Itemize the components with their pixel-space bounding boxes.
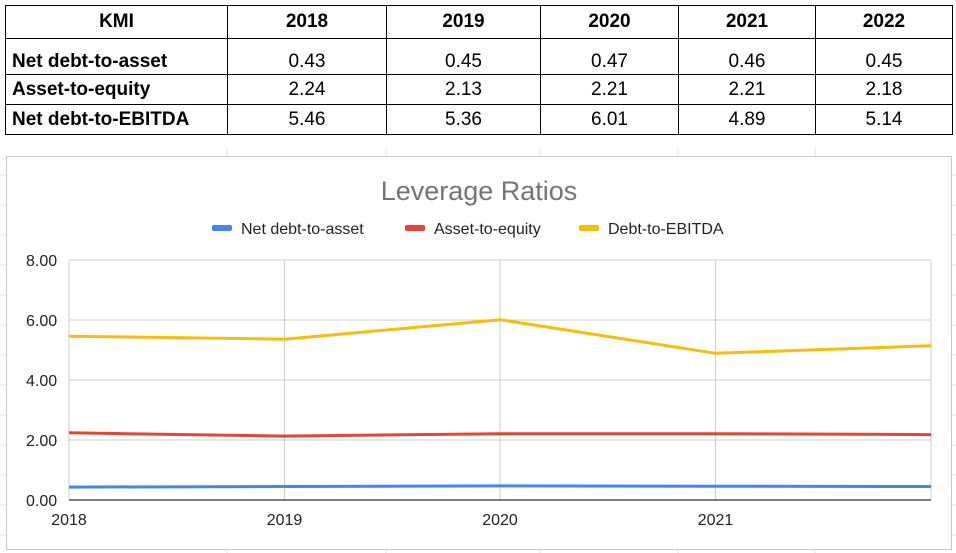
legend-label[interactable]: Net debt-to-asset	[241, 221, 364, 238]
header-cell-2022[interactable]: 2022	[815, 5, 953, 39]
leverage-chart-svg: Leverage Ratios Net debt-to-asset Asset-t…	[26, 176, 932, 529]
leverage-chart[interactable]: Leverage Ratios Net debt-to-asset Asset-t…	[6, 156, 952, 550]
row-label-net-debt-to-ebitda[interactable]: Net debt-to-EBITDA	[5, 104, 228, 135]
kmi-ratio-table: KMI 2018 2019 2020 2021 2022 Net debt-to…	[5, 5, 953, 135]
y-tick-label: 8.00	[26, 253, 57, 270]
table-cell[interactable]: 5.46	[227, 104, 387, 135]
table-cell[interactable]: 0.47	[540, 38, 679, 75]
chart-gridlines	[68, 259, 932, 501]
header-cell-2019[interactable]: 2019	[386, 5, 541, 39]
series-line-debt-to-ebitda[interactable]	[68, 318, 932, 355]
table-cell[interactable]: 0.45	[815, 38, 953, 75]
legend-swatch	[579, 225, 599, 231]
header-cell-kmi[interactable]: KMI	[5, 5, 228, 39]
legend-swatch	[212, 225, 232, 231]
x-tick-label: 2020	[482, 512, 518, 529]
y-tick-label: 6.00	[26, 313, 57, 330]
row-label-asset-to-equity[interactable]: Asset-to-equity	[5, 74, 228, 105]
header-cell-2020[interactable]: 2020	[540, 5, 679, 39]
chart-title: Leverage Ratios	[381, 176, 578, 206]
table-cell[interactable]: 0.46	[678, 38, 816, 75]
chart-series	[68, 318, 932, 489]
table-cell[interactable]: 6.01	[540, 104, 679, 135]
table-cell[interactable]: 5.14	[815, 104, 953, 135]
x-tick-label: 2021	[698, 512, 734, 529]
table-cell[interactable]: 0.43	[227, 38, 387, 75]
chart-legend: Net debt-to-asset Asset-to-equity Debt-to-…	[212, 221, 724, 238]
legend-swatch	[405, 225, 425, 231]
legend-label[interactable]: Asset-to-equity	[434, 221, 541, 238]
table-header-row: KMI 2018 2019 2020 2021 2022	[5, 5, 953, 39]
table-cell[interactable]: 2.21	[540, 74, 679, 105]
row-label-net-debt-to-asset[interactable]: Net debt-to-asset	[5, 38, 228, 75]
chart-axes: 0.00 2.00 4.00 6.00 8.00 2018 2019 2020 2021	[26, 253, 931, 529]
table-row: Net debt-to-EBITDA 5.46 5.36 6.01 4.89 5…	[5, 104, 953, 135]
series-line-asset-to-equity[interactable]	[68, 431, 932, 438]
x-tick-label: 2018	[51, 512, 87, 529]
series-line-net-debt-to-asset[interactable]	[68, 484, 932, 489]
y-tick-label: 0.00	[26, 493, 57, 510]
table-row: Net debt-to-asset 0.43 0.45 0.47 0.46 0.…	[5, 38, 953, 75]
table-cell[interactable]: 5.36	[386, 104, 541, 135]
table-cell[interactable]: 2.13	[386, 74, 541, 105]
y-tick-label: 2.00	[26, 433, 57, 450]
legend-label[interactable]: Debt-to-EBITDA	[608, 221, 724, 238]
y-tick-label: 4.00	[26, 373, 57, 390]
table-cell[interactable]: 0.45	[386, 38, 541, 75]
header-cell-2018[interactable]: 2018	[227, 5, 387, 39]
table-cell[interactable]: 2.21	[678, 74, 816, 105]
table-cell[interactable]: 2.18	[815, 74, 953, 105]
table-cell[interactable]: 2.24	[227, 74, 387, 105]
header-cell-2021[interactable]: 2021	[678, 5, 816, 39]
x-tick-label: 2019	[267, 512, 303, 529]
table-row: Asset-to-equity 2.24 2.13 2.21 2.21 2.18	[5, 74, 953, 105]
table-cell[interactable]: 4.89	[678, 104, 816, 135]
